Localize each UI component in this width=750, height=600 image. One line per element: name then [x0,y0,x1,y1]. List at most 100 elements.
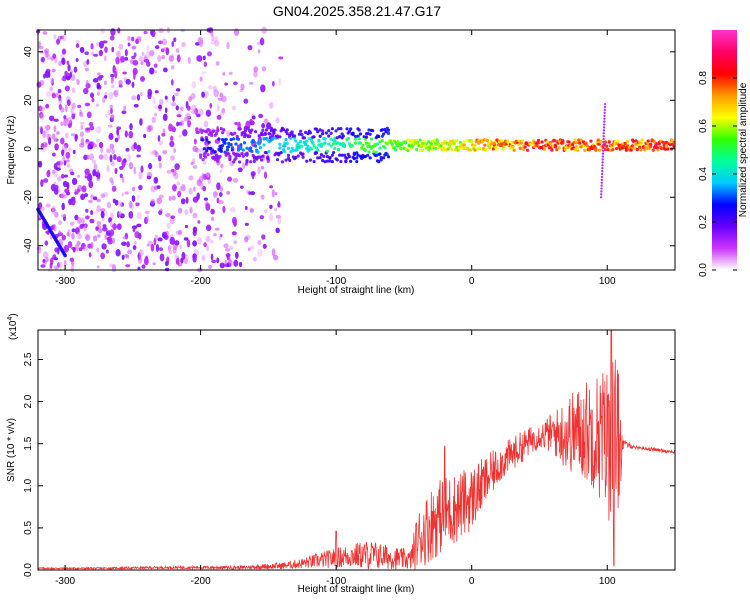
spectrogram-cell [123,105,127,111]
spectrogram-cell [175,105,179,111]
spectrogram-cell [384,130,388,134]
spectrogram-cell [594,146,598,150]
spectrogram-cell [624,148,628,152]
spectrogram-cell [70,171,75,176]
spectrogram-cell [190,161,194,166]
spectrogram-cell [162,67,168,73]
spectrogram-cell [112,198,116,204]
spectrogram-cell [172,184,177,192]
spectrogram-cell [92,196,98,201]
spectrogram-cell [98,227,103,234]
x-tick-label: 0 [469,276,475,287]
spectrogram-cell [599,196,603,199]
spectrogram-cell [77,226,82,230]
spectrogram-cell [71,177,78,186]
spectrogram-cell [77,184,83,192]
spectrogram-cell [455,145,459,149]
spectrogram-cell [147,88,153,97]
spectrogram-cell [154,105,159,110]
spectrogram-cell [187,120,192,128]
spectrogram-cell [336,127,341,131]
spectrogram-cell [268,132,272,136]
spectrogram-cell [600,178,604,182]
spectrogram-cell [427,140,431,144]
spectrogram-cell [223,141,227,145]
spectrogram-cell [124,56,129,61]
spectrogram-cell [179,245,183,250]
spectrogram-cell [284,158,288,162]
spectrogram-cell [58,60,62,67]
spectrogram-cell [199,153,203,157]
spectrogram-cell [124,48,128,57]
spectrogram-cell [377,134,381,139]
spectrogram-cell [206,153,210,157]
spectrogram-cell [127,42,131,47]
spectrogram-cell [56,38,60,45]
spectrogram-cell [131,36,135,42]
spectrogram-cell [462,140,466,144]
spectrogram-cell [56,131,60,135]
spectrogram-cell [261,128,265,132]
spectrogram-cell [72,247,76,253]
spectrogram-cell [536,138,541,142]
spectrogram-cell [235,251,239,259]
spectrogram-cell [355,159,359,164]
spectrogram-cell [233,240,238,245]
spectrogram-cell [183,237,189,241]
spectrogram-cell [353,137,358,141]
spectrogram-cell [80,124,84,130]
spectrogram-cell [328,156,332,160]
spectrogram-cell [605,144,609,148]
spectrogram-cell [144,210,150,214]
spectrogram-cell [417,143,421,148]
spectrogram-cell [185,112,191,119]
spectrogram-cell [475,147,480,151]
spectrogram-cell [127,153,132,162]
spectrogram-cell [100,252,106,260]
spectrogram-cell [89,218,95,224]
spectrogram-cell [224,82,229,86]
spectrogram-cell [555,148,559,152]
spectrogram-cell [104,95,108,99]
spectrogram-cell [160,48,165,53]
spectrogram-cell [219,186,224,192]
spectrogram-cell [219,192,223,197]
spectrogram-cell [71,196,76,202]
spectrogram-cell [240,83,245,91]
spectrogram-cell [174,92,179,97]
spectrogram-cell [95,125,102,134]
spectrogram-cell [76,217,82,224]
spectrogram-cell [213,89,219,98]
spectrogram-cell [358,132,363,136]
spectrogram-cell [290,146,294,150]
spectrogram-cell [462,143,466,147]
spectrogram-cell [61,234,67,241]
spectrogram-cell [649,144,653,148]
spectrogram-cell [205,224,212,232]
spectrogram-cell [87,144,91,150]
spectrogram-cell [321,132,325,136]
spectrogram-cell [414,147,419,152]
spectrogram-cell [143,257,149,266]
spectrogram-cell [62,156,66,162]
spectrogram-cell [77,232,81,237]
spectrogram-cell [603,102,607,106]
spectrogram-cell [38,113,45,120]
spectrogram-cell [222,128,226,132]
spectrogram-cell [333,146,337,151]
spectrogram-cell [229,137,233,142]
spectrogram-cell [230,146,234,150]
spectrogram-cell [43,73,46,79]
spectrogram-cell [123,254,129,258]
spectrogram-cell [96,82,101,89]
spectrogram-cell [60,174,65,179]
spectrogram-cell [299,140,303,144]
spectrogram-cell [51,93,57,99]
spectrogram-cell [52,136,57,143]
x-tick-label: -100 [326,276,346,287]
spectrogram-cell [60,107,65,113]
spectrogram-cell [662,143,666,147]
spectrogram-cell [382,156,386,160]
spectrogram-cell [262,243,267,249]
spectrogram-cell [108,217,111,223]
